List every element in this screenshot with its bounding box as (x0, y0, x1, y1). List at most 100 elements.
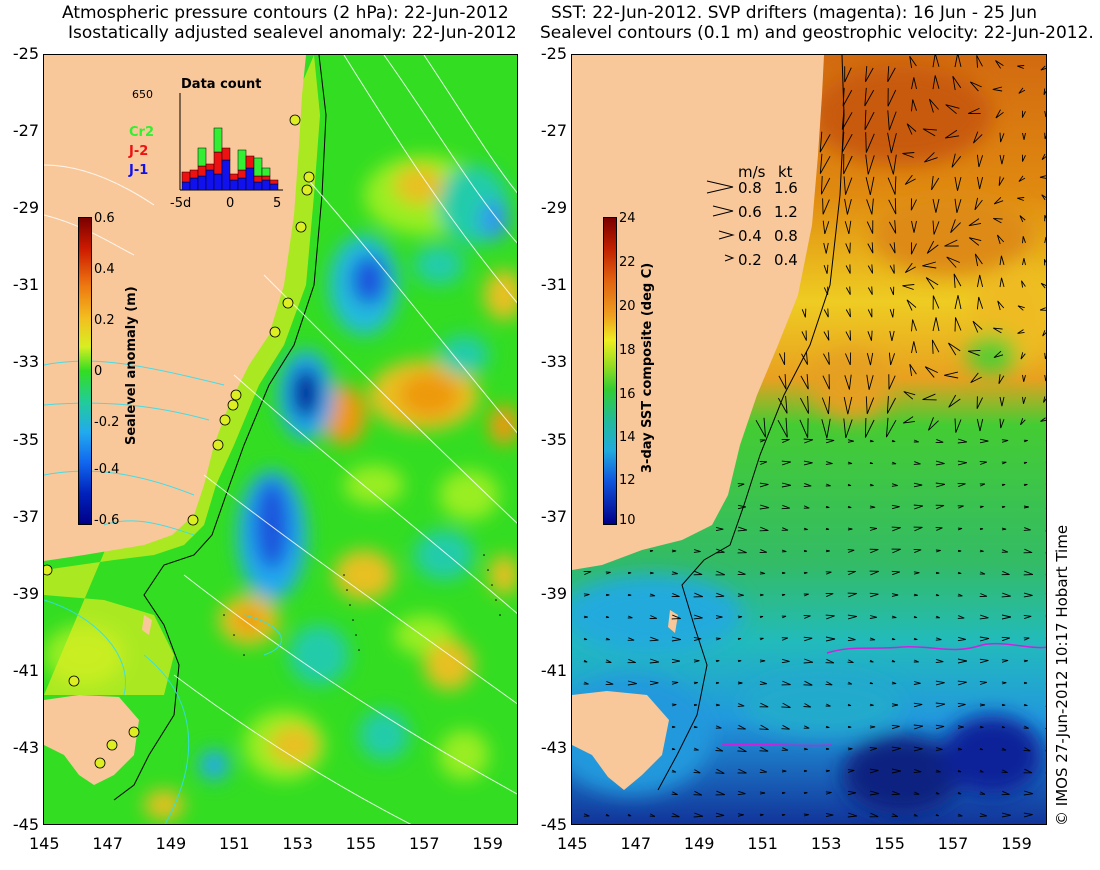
velocity-arrow (889, 286, 895, 296)
sst-tick-20: 20 (619, 299, 636, 314)
velocity-arrow (823, 352, 830, 365)
velocity-arrow (1042, 330, 1046, 337)
velocity-arrow (803, 482, 812, 488)
velocity-arrow (913, 526, 923, 532)
histogram-bar (237, 177, 247, 191)
velocity-arrow (1045, 483, 1046, 486)
velocity-arrow (935, 571, 940, 575)
velocity-arrow (803, 658, 814, 664)
velocity-arrow (1001, 461, 1007, 465)
velocity-arrow (864, 87, 875, 107)
velocity-arrow (1001, 769, 1008, 774)
velocity-arrow (913, 461, 921, 465)
velocity-arrow (1022, 374, 1026, 382)
velocity-arrow (926, 240, 939, 254)
lon-tick-label: 155 (874, 834, 905, 853)
velocity-arrow (759, 461, 768, 465)
histogram-bar (229, 179, 239, 191)
velocity-arrow (935, 814, 940, 817)
velocity-arrow (887, 88, 897, 107)
velocity-arrow (891, 703, 898, 707)
velocity-arrow (715, 659, 720, 663)
velocity-arrow (1023, 527, 1031, 531)
velocity-arrow (924, 366, 938, 378)
velocity-arrow (957, 769, 962, 773)
velocity-arrow (759, 615, 764, 619)
histogram-bar (181, 181, 191, 191)
velocity-arrow (627, 571, 632, 575)
lat-tick-label: -25 (540, 44, 567, 63)
velocity-arrow (1023, 548, 1033, 554)
velocity-arrow (957, 813, 963, 817)
velocity-arrow (887, 110, 897, 131)
histogram-bar (221, 159, 231, 191)
velocity-arrow (957, 791, 962, 795)
velocity-arrow (869, 725, 876, 729)
velocity-arrow (911, 220, 917, 233)
velocity-arrow (999, 132, 1005, 143)
velocity-arrow (867, 286, 873, 295)
velocity-arrow (671, 703, 677, 707)
shelf-break-line (657, 55, 845, 791)
velocity-arrow (847, 703, 852, 707)
histogram-bar (189, 177, 199, 191)
velocity-arrow (922, 261, 937, 269)
velocity-arrow (759, 549, 767, 553)
velocity-arrow (781, 615, 787, 619)
lon-tick-label: 159 (1001, 834, 1032, 853)
velocity-arrow (925, 277, 939, 290)
velocity-arrow (759, 813, 764, 817)
velocity-arrow (1039, 307, 1046, 311)
velocity-arrow (913, 593, 918, 597)
sst-map-svg (572, 55, 1046, 824)
velocity-arrow (1040, 282, 1046, 289)
velocity-arrow (825, 747, 830, 751)
velocity-arrow (1001, 570, 1010, 576)
velocity-arrow (954, 418, 962, 433)
velocity-arrow (847, 681, 853, 685)
velocity-arrow (972, 131, 983, 144)
histogram-bar (229, 173, 239, 181)
velocity-arrow (954, 176, 962, 191)
left-title-line1: Atmospheric pressure contours (2 hPa): 2… (62, 3, 509, 23)
lat-tick-label: -39 (540, 583, 567, 603)
velocity-arrow (968, 107, 981, 115)
lat-tick-label: -35 (540, 429, 567, 449)
velocity-arrow (976, 176, 984, 190)
velocity-arrow (843, 396, 853, 415)
velocity-arrow (891, 724, 900, 730)
velocity-arrow (781, 571, 786, 575)
velocity-arrow (825, 812, 834, 818)
velocity-arrow (913, 791, 920, 795)
lon-tick-label: 147 (620, 834, 651, 853)
velocity-arrow (888, 198, 897, 215)
velocity-arrow (866, 198, 874, 215)
velocity-arrow (945, 104, 960, 115)
velocity-arrow (904, 262, 916, 273)
velocity-arrow (1045, 461, 1046, 464)
velocity-arrow (979, 747, 984, 751)
histogram-bar (237, 169, 247, 179)
velocity-arrow (803, 725, 810, 729)
velocity-arrow (715, 681, 720, 685)
velocity-arrow (781, 593, 786, 597)
velocity-arrow (1021, 110, 1026, 118)
lat-tick-label: -41 (12, 660, 39, 680)
lon-tick-label: 147 (92, 834, 123, 853)
velocity-arrow (803, 769, 808, 773)
velocity-arrow (801, 330, 807, 341)
velocity-arrow (693, 725, 698, 729)
velocity-arrow (969, 81, 982, 92)
histogram-bar (205, 169, 215, 191)
velocity-arrow (781, 769, 787, 773)
velocity-arrow (803, 505, 810, 509)
velocity-arrow (979, 527, 984, 531)
velocity-arrow (847, 812, 858, 818)
velocity-arrow (803, 747, 808, 751)
velocity-arrow (932, 220, 940, 235)
velocity-arrow (693, 592, 703, 598)
lon-tick-label: 151 (219, 834, 250, 853)
velocity-arrow (825, 592, 834, 598)
velocity-arrow (671, 549, 677, 553)
velocity-legend-row2-kt: 1.2 (774, 203, 798, 221)
